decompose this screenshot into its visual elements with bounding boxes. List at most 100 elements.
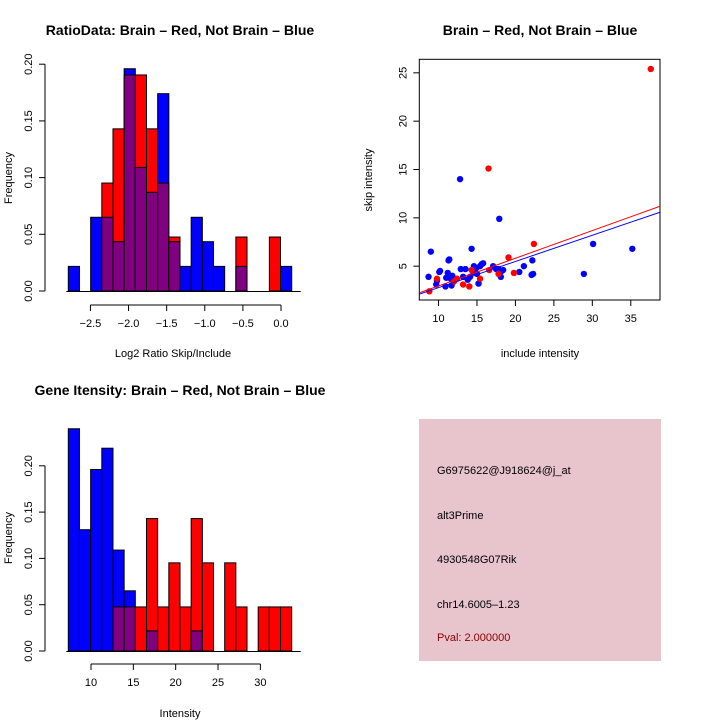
probe-id: G6975622@J918624@j_at [437,465,571,477]
scatter-point-not-brain [496,215,503,222]
x-tick-label: −1.5 [156,318,178,330]
x-tick-label: 0.0 [273,318,288,330]
scatter-point-not-brain [529,257,536,264]
scatter-point-not-brain [436,267,444,275]
scatter-point-not-brain [446,256,453,263]
x-tick-label: 10 [432,313,444,325]
y-tick-label: 25 [397,67,409,79]
scatter-point-not-brain [468,245,475,252]
scatter-plot-box [418,58,661,301]
scatter-point-brain [505,254,512,261]
scatter-point-brain [530,240,538,248]
x-tick-label: −0.5 [232,318,254,330]
y-tick-label: 15 [397,163,409,175]
x-tick-label: −2.0 [118,318,140,330]
y-tick-label: 0.20 [23,455,35,476]
histogram-overlap-bar [145,191,159,292]
histogram-bar [268,236,282,292]
scatter-point-brain [466,283,473,290]
ratio-histogram-xlabel: Log2 Ratio Skip/Include [115,348,231,360]
event-type: alt3Prime [437,510,484,522]
histogram-overlap-bar [168,241,181,292]
y-tick-label: 10 [397,212,409,224]
histogram-bar [101,447,114,652]
scatter-xlabel: include intensity [501,348,580,360]
histogram-bar [67,428,80,652]
histogram-overlap-bar [157,182,170,292]
histogram-bar [268,606,282,652]
chromosome-location: chr14.6005–1.23 [437,599,520,611]
x-tick-label: 10 [85,677,97,689]
y-tick-label: 0.10 [23,167,35,188]
histogram-bar [201,562,215,652]
scatter-point-brain [433,275,441,282]
gene-histogram-title: Gene Itensity: Brain – Red, Not Brain – … [35,382,326,398]
scatter-point-not-brain [462,265,469,273]
x-tick-label: 25 [212,677,224,689]
histogram-bar [134,606,147,652]
ratio-histogram-ylabel: Frequency [3,152,15,204]
histogram-bar [168,562,181,652]
scatter-point-not-brain [580,270,588,278]
histogram-overlap-bar [101,216,114,292]
gene-intensity-histogram: Gene Itensity: Brain – Red, Not Brain – … [3,382,326,720]
x-tick-label: −2.5 [80,318,102,330]
histogram-bar [78,529,92,652]
regression-line [419,211,661,295]
histogram-overlap-bar [123,74,136,292]
histogram-bar [257,606,270,652]
scatter-point-not-brain [444,269,451,277]
histogram-bar [179,265,192,292]
x-tick-label: 30 [254,677,266,689]
scatter-point-not-brain [499,266,507,274]
x-tick-label: 15 [471,313,483,325]
x-tick-label: 20 [509,313,521,325]
scatter-point-brain [485,165,492,172]
scatter-point-not-brain [629,245,636,252]
y-tick-label: 0.10 [23,548,35,569]
ratio-histogram-title: RatioData: Brain – Red, Not Brain – Blue [46,22,315,38]
x-tick-label: 25 [548,313,560,325]
x-tick-label: 15 [127,677,139,689]
scatter-point-not-brain [516,268,523,276]
y-tick-label: 20 [397,115,409,127]
ratio-histogram: RatioData: Brain – Red, Not Brain – Blue… [3,22,314,360]
histogram-overlap-bar [145,630,159,652]
gene-histogram-xlabel: Intensity [160,708,201,720]
scatter-point-brain [495,270,502,278]
histogram-bar [90,469,103,652]
y-tick-label: 0.15 [23,110,35,131]
scatter-point-brain [476,275,484,282]
y-tick-label: 0.05 [23,594,35,615]
scatter-point-not-brain [529,270,537,278]
histogram-overlap-bar [112,241,125,292]
scatter-point-not-brain [479,260,487,267]
scatter-point-not-brain [475,280,482,287]
x-tick-label: 30 [586,313,598,325]
x-tick-label: 20 [170,677,182,689]
gene-histogram-ylabel: Frequency [3,512,15,564]
pval-text: Pval: 2.000000 [437,632,511,644]
histogram-bar [213,265,226,292]
histogram-overlap-bar [190,630,203,652]
scatter-title: Brain – Red, Not Brain – Blue [443,22,638,38]
scatter-ylabel: skip intensity [363,148,375,211]
scatter-point-not-brain [457,265,465,273]
scatter-point-brain [647,65,654,73]
x-tick-label: 35 [625,313,637,325]
histogram-bar [179,606,192,652]
histogram-bar [280,606,293,652]
histogram-bar [235,606,248,652]
y-tick-label: 0.05 [23,224,35,245]
gene-name: 4930548G07Rik [437,554,517,566]
histogram-bar [190,216,203,292]
histogram-bar [224,562,237,652]
y-tick-label: 5 [397,263,409,269]
scatter-point-not-brain [425,273,432,280]
scatter-point-not-brain [427,248,435,255]
histogram-bar [90,216,103,292]
y-tick-label: 0.15 [23,501,35,522]
scatter-point-not-brain [456,175,464,183]
histogram-bar [157,606,170,652]
y-tick-label: 0.00 [23,280,35,301]
